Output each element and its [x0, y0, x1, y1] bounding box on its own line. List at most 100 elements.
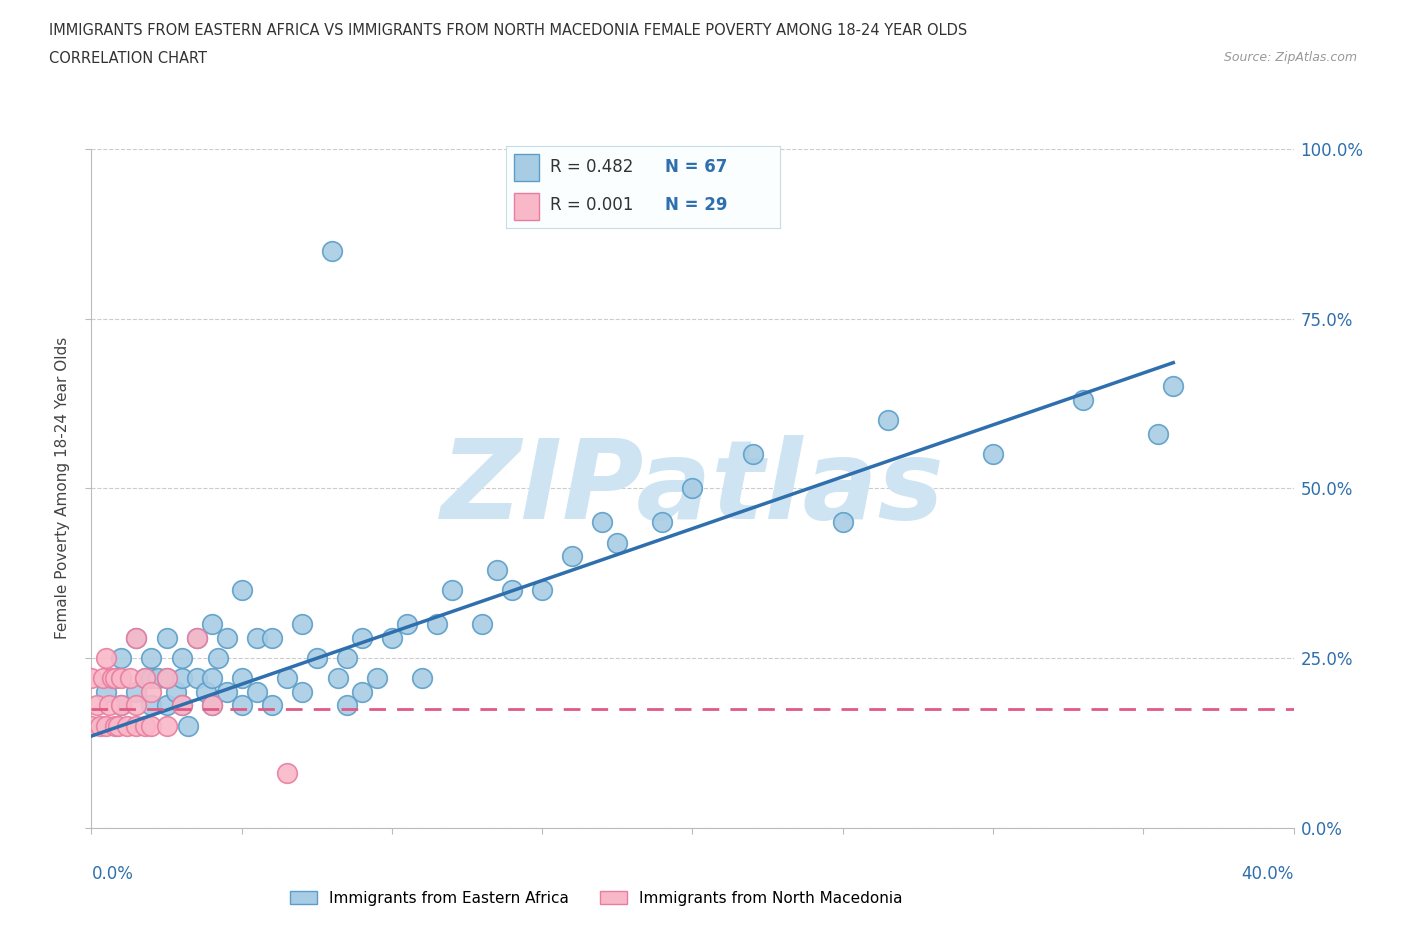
- Point: [98, 698, 121, 713]
- Point: [96, 684, 118, 699]
- Point: [440, 582, 463, 598]
- Point: [426, 617, 449, 631]
- Point: [107, 719, 129, 734]
- Point: [1147, 427, 1170, 442]
- Point: [876, 413, 898, 428]
- Point: [110, 698, 132, 713]
- Point: [291, 617, 314, 631]
- Point: [651, 515, 673, 530]
- Point: [155, 671, 177, 685]
- Point: [231, 671, 253, 685]
- Point: [207, 651, 229, 666]
- Point: [186, 631, 208, 645]
- Point: [981, 446, 1004, 461]
- Point: [681, 481, 703, 496]
- Point: [201, 698, 224, 713]
- FancyBboxPatch shape: [515, 193, 538, 219]
- Point: [155, 719, 177, 734]
- Point: [215, 631, 238, 645]
- Point: [104, 719, 127, 734]
- Point: [93, 671, 115, 685]
- Point: [194, 684, 217, 699]
- Point: [201, 698, 224, 713]
- Point: [305, 651, 328, 666]
- Point: [125, 684, 148, 699]
- Point: [165, 684, 187, 699]
- Point: [155, 698, 177, 713]
- Point: [1071, 392, 1094, 407]
- Point: [186, 631, 208, 645]
- Point: [141, 719, 163, 734]
- Text: N = 29: N = 29: [665, 196, 728, 214]
- Point: [381, 631, 404, 645]
- Point: [591, 515, 613, 530]
- Point: [170, 698, 193, 713]
- Point: [86, 698, 108, 713]
- Point: [350, 684, 373, 699]
- Point: [231, 582, 253, 598]
- Point: [561, 549, 583, 564]
- Point: [246, 684, 269, 699]
- Point: [104, 671, 127, 685]
- Text: 0.0%: 0.0%: [91, 865, 134, 884]
- Point: [336, 651, 359, 666]
- Point: [141, 651, 163, 666]
- Text: R = 0.001: R = 0.001: [550, 196, 633, 214]
- Point: [471, 617, 494, 631]
- Text: 40.0%: 40.0%: [1241, 865, 1294, 884]
- Point: [117, 719, 139, 734]
- Point: [201, 671, 224, 685]
- Point: [215, 684, 238, 699]
- Point: [531, 582, 554, 598]
- Point: [486, 563, 509, 578]
- Point: [170, 651, 193, 666]
- Point: [246, 631, 269, 645]
- Text: R = 0.482: R = 0.482: [550, 158, 633, 177]
- Point: [110, 698, 132, 713]
- Point: [741, 446, 763, 461]
- Point: [96, 651, 118, 666]
- Point: [120, 671, 142, 685]
- Point: [606, 535, 628, 550]
- Point: [101, 671, 124, 685]
- Point: [501, 582, 523, 598]
- Point: [186, 671, 208, 685]
- Point: [89, 719, 111, 734]
- Point: [141, 671, 163, 685]
- Point: [321, 244, 343, 259]
- Text: CORRELATION CHART: CORRELATION CHART: [49, 51, 207, 66]
- Point: [260, 631, 283, 645]
- Point: [276, 671, 298, 685]
- Point: [170, 671, 193, 685]
- Point: [276, 766, 298, 781]
- Point: [291, 684, 314, 699]
- Point: [134, 671, 156, 685]
- Point: [110, 651, 132, 666]
- Point: [336, 698, 359, 713]
- Point: [155, 671, 177, 685]
- Point: [176, 719, 198, 734]
- Y-axis label: Female Poverty Among 18-24 Year Olds: Female Poverty Among 18-24 Year Olds: [55, 338, 70, 640]
- Point: [831, 515, 853, 530]
- Point: [170, 698, 193, 713]
- Point: [146, 671, 169, 685]
- Point: [201, 617, 224, 631]
- Point: [96, 719, 118, 734]
- Point: [141, 684, 163, 699]
- Point: [80, 719, 103, 734]
- Point: [110, 671, 132, 685]
- Point: [1161, 379, 1184, 394]
- Point: [260, 698, 283, 713]
- Point: [125, 631, 148, 645]
- Text: N = 67: N = 67: [665, 158, 727, 177]
- Point: [231, 698, 253, 713]
- Point: [395, 617, 418, 631]
- Point: [155, 631, 177, 645]
- Point: [411, 671, 433, 685]
- Point: [125, 719, 148, 734]
- Point: [125, 698, 148, 713]
- FancyBboxPatch shape: [515, 154, 538, 181]
- Point: [125, 631, 148, 645]
- Point: [80, 671, 103, 685]
- Point: [141, 698, 163, 713]
